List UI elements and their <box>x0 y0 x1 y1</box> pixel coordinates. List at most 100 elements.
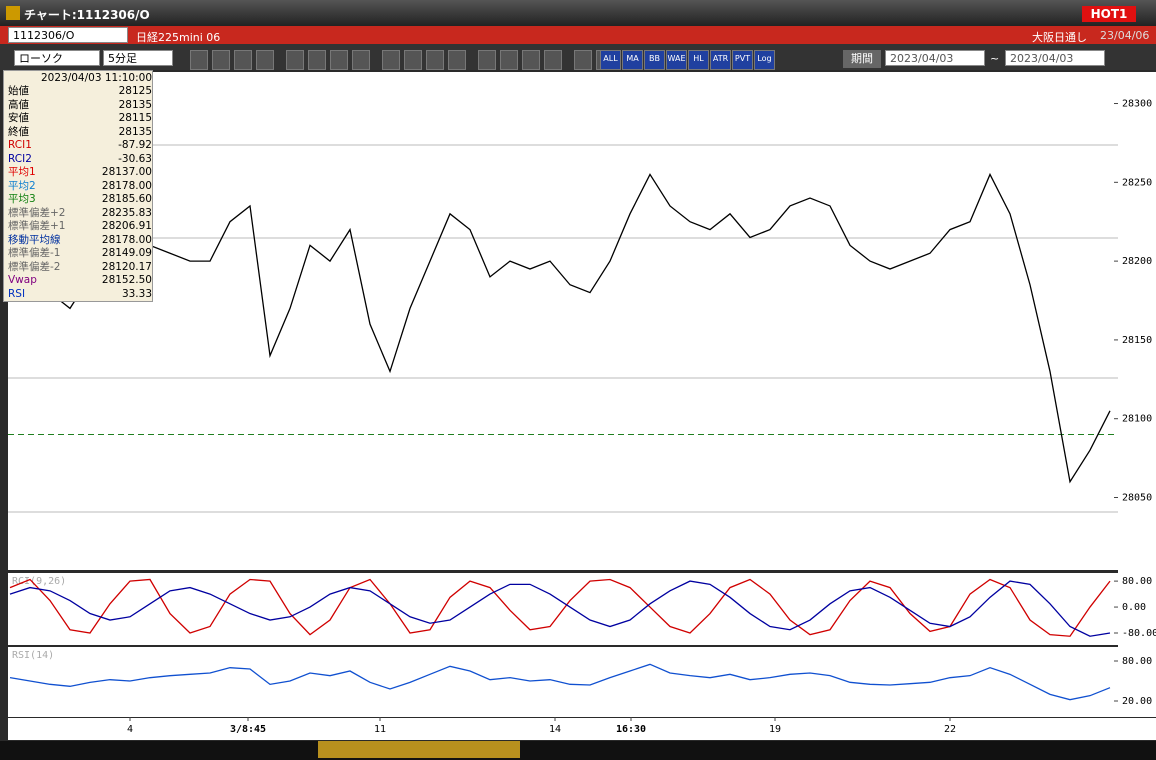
tool-icon[interactable] <box>522 50 540 70</box>
tool-icon[interactable] <box>190 50 208 70</box>
info-row: 平均3 28185.60 <box>8 193 152 206</box>
info-label: 始値 <box>8 85 29 97</box>
info-row: 平均2 28178.00 <box>8 180 152 193</box>
tool-icon[interactable] <box>256 50 274 70</box>
y-tick-label: 28300 <box>1122 99 1152 110</box>
tool-icon[interactable] <box>286 50 304 70</box>
symbol-bar <box>0 26 1156 44</box>
price-panel <box>8 72 1118 570</box>
info-value: 33.33 <box>121 287 152 300</box>
symbol-select[interactable]: 1112306/O <box>8 27 128 43</box>
info-label: 高値 <box>8 98 29 111</box>
value-axis <box>1118 72 1156 717</box>
info-value: 28137.00 <box>101 166 152 178</box>
tool-button[interactable]: HL <box>688 50 709 70</box>
info-row: 平均1 28137.00 <box>8 166 152 179</box>
info-label: 平均2 <box>8 179 36 192</box>
session: 大阪日通し <box>1032 31 1087 44</box>
info-label: 移動平均線 <box>8 233 61 246</box>
tool-button[interactable]: Log <box>754 50 775 70</box>
tool-button[interactable]: WAE <box>666 50 687 70</box>
tool-icon[interactable] <box>308 50 326 70</box>
y-tick-label: 28250 <box>1122 177 1152 188</box>
tool-icon[interactable] <box>352 50 370 70</box>
tool-icon[interactable] <box>574 50 592 70</box>
x-tick-label: 4 <box>127 724 133 735</box>
y-tick-label: 28100 <box>1122 414 1152 425</box>
info-row: Vwap 28152.50 <box>8 274 152 287</box>
info-row: 終値 28135 <box>8 126 152 139</box>
info-row: 標準偏差+2 28235.83 <box>8 207 152 220</box>
window-title: チャート:1112306/O <box>24 8 150 22</box>
info-row: 標準偏差-2 28120.17 <box>8 261 152 274</box>
tool-icon[interactable] <box>426 50 444 70</box>
info-value: 28120.17 <box>101 260 152 273</box>
tool-button[interactable]: ALL <box>600 50 621 70</box>
tool-button[interactable]: MA <box>622 50 643 70</box>
y-tick-label: 80.00 <box>1122 576 1152 587</box>
info-value: 28178.00 <box>101 233 152 246</box>
info-label: 平均3 <box>8 193 36 205</box>
info-datetime: 2023/04/03 11:10:00 <box>40 72 152 84</box>
tool-icon[interactable] <box>212 50 230 70</box>
info-value: -30.63 <box>118 152 152 165</box>
y-tick-label: 20.00 <box>1122 696 1152 707</box>
info-label: RSI <box>8 287 26 300</box>
info-value: 28135 <box>118 125 152 138</box>
title-bar <box>0 0 1156 26</box>
info-value: 28178.00 <box>101 179 152 192</box>
y-tick-label: 28200 <box>1122 256 1152 267</box>
info-row: 始値 28125 <box>8 85 152 98</box>
rsi-label: RSI(14) <box>12 650 54 661</box>
tool-icon[interactable] <box>330 50 348 70</box>
tool-icon[interactable] <box>404 50 422 70</box>
tool-icon[interactable] <box>448 50 466 70</box>
info-value: 28206.91 <box>101 220 152 232</box>
hot-badge[interactable]: HOT1 <box>1082 6 1136 22</box>
y-tick-label: -80.00 <box>1122 628 1156 639</box>
info-row: 標準偏差-1 28149.09 <box>8 247 152 260</box>
tool-icon[interactable] <box>478 50 496 70</box>
interval-select[interactable]: 5分足 <box>103 50 173 66</box>
tool-button[interactable]: PVT <box>732 50 753 70</box>
info-label: 標準偏差-1 <box>8 247 61 259</box>
info-label: 標準偏差+2 <box>8 206 66 219</box>
info-label: 安値 <box>8 112 29 124</box>
info-value: 28115 <box>118 112 152 124</box>
info-label: 標準偏差-2 <box>8 260 61 273</box>
tool-button[interactable]: ATR <box>710 50 731 70</box>
tool-button[interactable]: BB <box>644 50 665 70</box>
rci-line <box>9 580 1111 637</box>
rci-line <box>9 578 1111 637</box>
to-date[interactable]: 2023/04/03 <box>1005 50 1105 66</box>
info-row: 移動平均線 28178.00 <box>8 234 152 247</box>
tool-icon[interactable] <box>500 50 518 70</box>
from-date[interactable]: 2023/04/03 <box>885 50 985 66</box>
price-line <box>9 172 1111 484</box>
info-label: 終値 <box>8 125 29 138</box>
tool-icon[interactable] <box>544 50 562 70</box>
tool-icon[interactable] <box>234 50 252 70</box>
info-value: 28149.09 <box>101 247 152 259</box>
info-label: Vwap <box>8 274 37 286</box>
info-row: RSI 33.33 <box>8 288 152 301</box>
tilde: ~ <box>990 52 1000 65</box>
session-date: 23/04/06 <box>1100 29 1150 42</box>
app-icon <box>6 6 20 20</box>
time-axis <box>8 718 1156 740</box>
info-row: 標準偏差+1 28206.91 <box>8 220 152 233</box>
period-button[interactable]: 期間 <box>843 50 881 68</box>
info-value: 28135 <box>118 98 152 111</box>
info-value: 28235.83 <box>101 206 152 219</box>
tool-icon[interactable] <box>382 50 400 70</box>
scroll-thumb[interactable] <box>318 741 520 758</box>
info-row: RCI1 -87.92 <box>8 139 152 152</box>
info-panel: 2023/04/03 11:10:00 始値 28125 高値 28135 安値 2811… <box>3 70 153 302</box>
info-label: 平均1 <box>8 166 36 178</box>
chart-type-select[interactable]: ローソク <box>14 50 100 66</box>
x-tick-label: 14 <box>549 724 561 735</box>
scrollbar[interactable] <box>0 741 1156 760</box>
info-row: 高値 28135 <box>8 99 152 112</box>
info-value: -87.92 <box>118 139 152 151</box>
